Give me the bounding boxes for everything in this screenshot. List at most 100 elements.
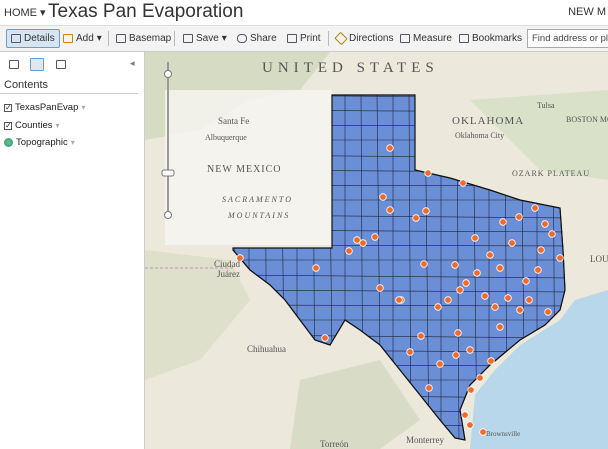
station-point[interactable] <box>395 296 403 304</box>
button-label[interactable]: Basemap <box>129 33 172 44</box>
home-label[interactable]: HOME <box>4 7 37 19</box>
basemap-button[interactable]: Basemap <box>116 30 171 47</box>
station-point[interactable] <box>461 411 469 419</box>
map-label: NEW MEXICO <box>207 164 282 175</box>
station-point[interactable] <box>444 296 452 304</box>
terrain <box>290 360 420 449</box>
station-point[interactable] <box>412 214 420 222</box>
station-point[interactable] <box>544 308 552 316</box>
station-point[interactable] <box>537 246 545 254</box>
layer-name[interactable]: Topographic <box>16 137 68 148</box>
station-point[interactable] <box>541 220 549 228</box>
station-point[interactable] <box>534 266 542 274</box>
station-point[interactable] <box>491 303 499 311</box>
station-point[interactable] <box>515 213 523 221</box>
map[interactable]: UNITED STATES OKLAHOMA Tulsa Oklahoma Ci… <box>145 52 608 449</box>
measure-button[interactable]: Measure <box>400 30 452 47</box>
details-button[interactable]: Details <box>6 29 60 48</box>
station-point[interactable] <box>386 206 394 214</box>
station-point[interactable] <box>434 303 442 311</box>
station-point[interactable] <box>499 218 507 226</box>
station-point[interactable] <box>466 346 474 354</box>
bookmarks-button[interactable]: Bookmarks <box>459 30 522 47</box>
station-point[interactable] <box>386 144 394 152</box>
station-point[interactable] <box>312 264 320 272</box>
layer-item[interactable]: ✓ TexasPanEvap ▾ <box>4 102 86 113</box>
station-point[interactable] <box>459 179 467 187</box>
button-label[interactable]: Measure <box>413 33 452 44</box>
directions-button[interactable]: Directions <box>334 30 394 47</box>
save-button[interactable]: Save ▾ <box>183 30 227 47</box>
station-point[interactable] <box>473 269 481 277</box>
button-label[interactable]: Print <box>300 33 321 44</box>
station-point[interactable] <box>479 428 487 436</box>
add-button[interactable]: Add ▾ <box>63 30 102 47</box>
share-button[interactable]: Share <box>237 30 277 47</box>
layer-item[interactable]: Topographic ▾ <box>4 137 75 148</box>
print-button[interactable]: Print <box>287 30 321 47</box>
station-point[interactable] <box>345 247 353 255</box>
map-title: Texas Pan Evaporation <box>48 1 244 22</box>
layer-name[interactable]: Counties <box>15 120 53 131</box>
station-point[interactable] <box>496 323 504 331</box>
station-point[interactable] <box>236 254 244 262</box>
station-point[interactable] <box>436 360 444 368</box>
station-point[interactable] <box>487 357 495 365</box>
station-point[interactable] <box>321 334 329 342</box>
content-tab[interactable] <box>30 58 44 71</box>
layer-name[interactable]: TexasPanEvap <box>15 102 79 113</box>
station-point[interactable] <box>522 277 530 285</box>
station-point[interactable] <box>556 254 564 262</box>
station-point[interactable] <box>452 351 460 359</box>
station-point[interactable] <box>424 169 432 177</box>
station-point[interactable] <box>454 329 462 337</box>
collapse-arrow[interactable]: ◂ <box>130 58 135 68</box>
station-point[interactable] <box>451 261 459 269</box>
new-map-link[interactable]: NEW M <box>568 6 606 18</box>
station-point[interactable] <box>376 284 384 292</box>
station-point[interactable] <box>548 230 556 238</box>
station-point[interactable] <box>422 207 430 215</box>
button-label[interactable]: Details <box>24 33 55 44</box>
search-box[interactable]: Find address or place <box>527 29 608 48</box>
station-point[interactable] <box>471 234 479 242</box>
button-label[interactable]: Add <box>76 33 94 44</box>
station-point[interactable] <box>417 332 425 340</box>
station-point[interactable] <box>462 279 470 287</box>
station-point[interactable] <box>359 239 367 247</box>
station-point[interactable] <box>371 233 379 241</box>
station-point[interactable] <box>496 264 504 272</box>
station-point[interactable] <box>531 204 539 212</box>
station-point[interactable] <box>481 292 489 300</box>
map-label: LOU <box>590 254 608 264</box>
station-point[interactable] <box>353 236 361 244</box>
county-line <box>233 274 565 279</box>
home-menu[interactable]: HOME ▾ <box>4 7 46 19</box>
zoom-slider[interactable] <box>161 62 175 219</box>
station-point[interactable] <box>486 251 494 259</box>
about-tab[interactable] <box>9 60 19 69</box>
station-point[interactable] <box>406 348 414 356</box>
station-point[interactable] <box>508 239 516 247</box>
station-point[interactable] <box>476 374 484 382</box>
station-point[interactable] <box>466 421 474 429</box>
station-point[interactable] <box>467 386 475 394</box>
station-point[interactable] <box>525 296 533 304</box>
contents-heading: Contents <box>4 79 49 91</box>
legend-tab[interactable] <box>56 60 66 69</box>
station-point[interactable] <box>425 384 433 392</box>
station-point[interactable] <box>420 260 428 268</box>
button-label[interactable]: Share <box>250 33 277 44</box>
station-point[interactable] <box>379 193 387 201</box>
button-label[interactable]: Bookmarks <box>472 33 523 44</box>
toolbar: Details Add ▾ Basemap Save ▾ Share Print… <box>0 26 608 52</box>
new-mexico-area <box>165 90 332 245</box>
station-point[interactable] <box>516 306 524 314</box>
button-label[interactable]: Directions <box>349 33 394 44</box>
button-label[interactable]: Save <box>196 33 219 44</box>
layer-item[interactable]: ✓ Counties ▾ <box>4 120 60 131</box>
station-point[interactable] <box>456 286 464 294</box>
station-point[interactable] <box>504 294 512 302</box>
map-label: OKLAHOMA <box>452 115 524 127</box>
